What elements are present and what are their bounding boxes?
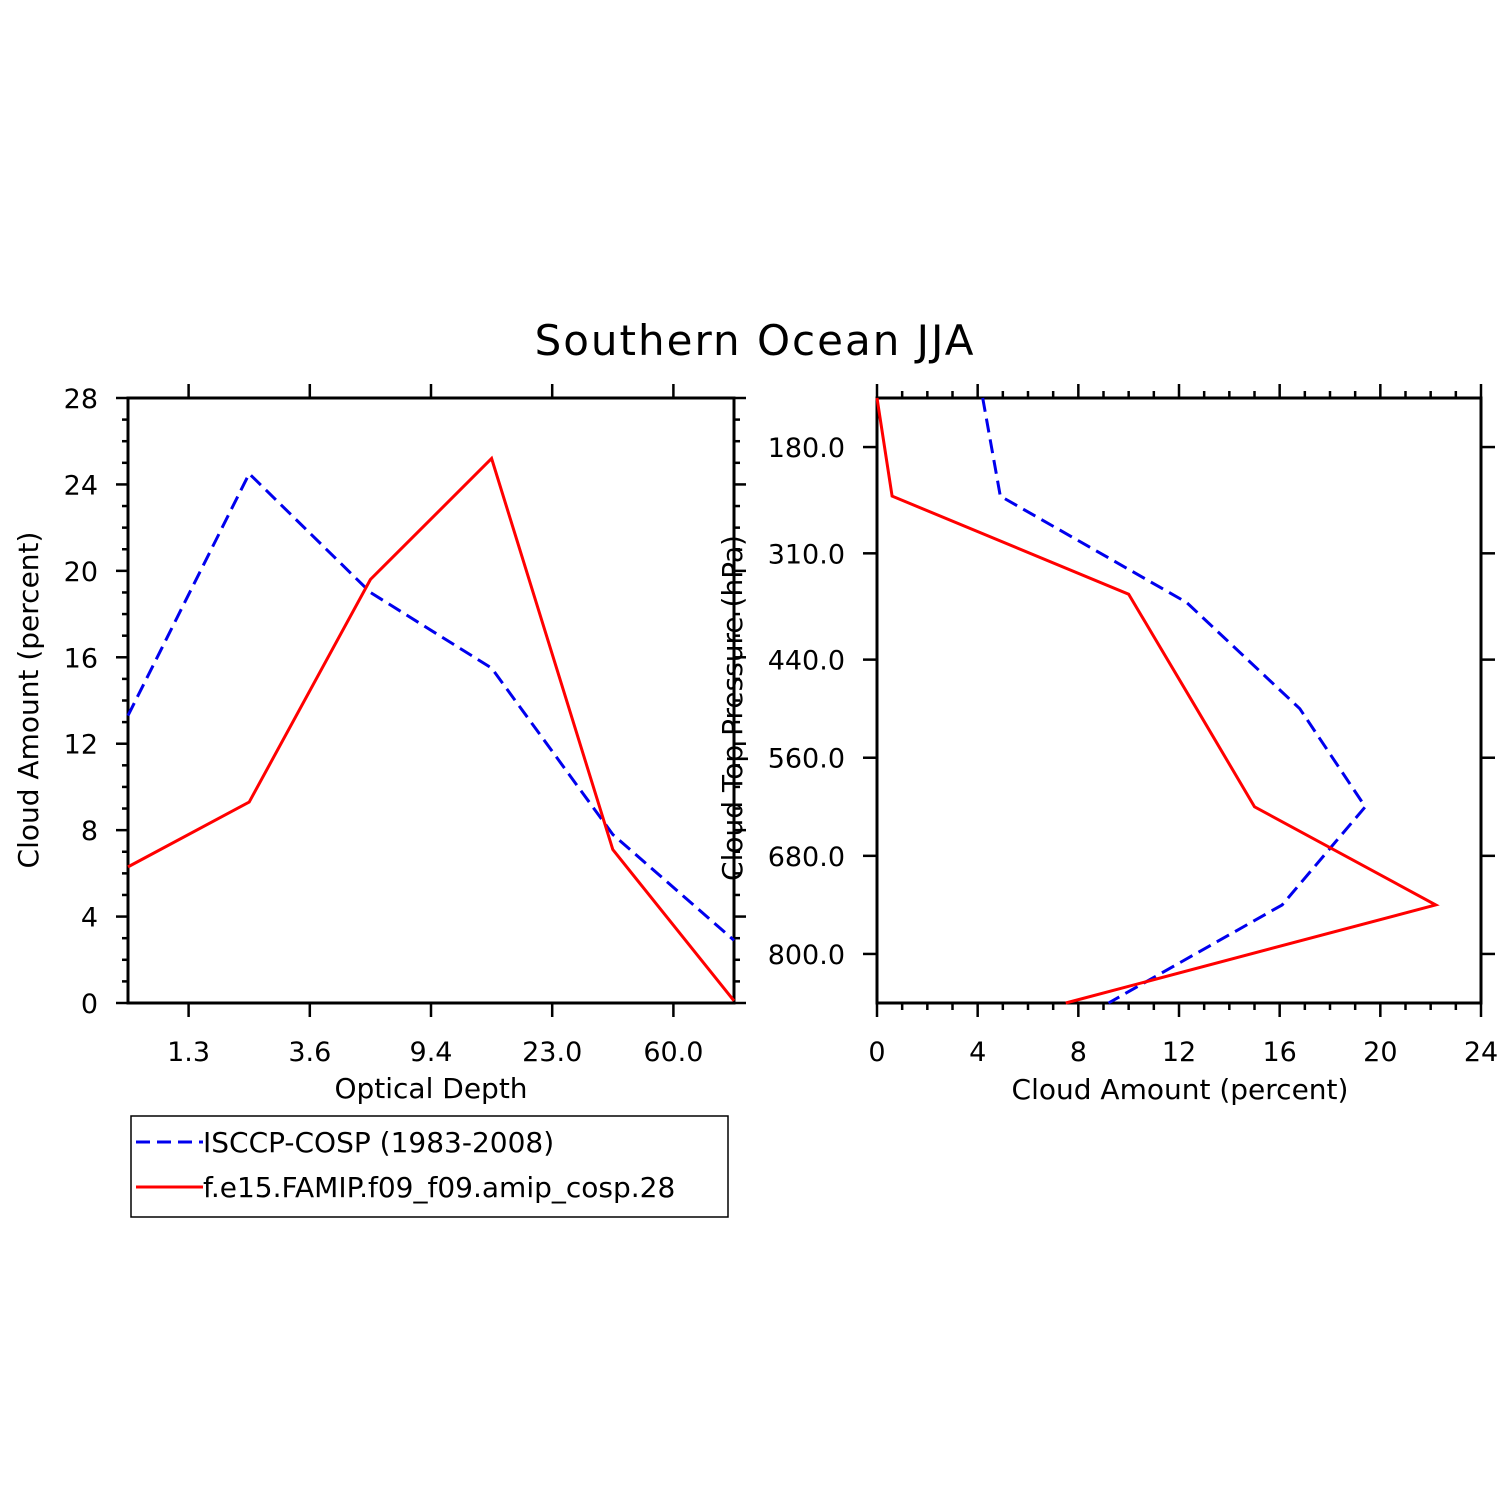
right-y-tick-label: 310.0 xyxy=(768,539,845,570)
left-x-tick-label: 1.3 xyxy=(167,1037,210,1068)
right-series xyxy=(875,397,1440,1005)
right-y-tick-label: 440.0 xyxy=(768,646,845,677)
right-x-tick-label: 8 xyxy=(1070,1037,1087,1068)
left-x-axis-title: Optical Depth xyxy=(334,1072,527,1105)
right-y-tick-label: 680.0 xyxy=(768,842,845,873)
left-x-tick-label: 3.6 xyxy=(288,1037,331,1068)
left-x-tick-label: 60.0 xyxy=(643,1037,703,1068)
left-y-tick-label: 20 xyxy=(64,557,98,588)
right-series-line-1 xyxy=(875,397,1440,1005)
left-plot-frame xyxy=(126,396,736,1005)
right-ticks: 0 4 8 12 16 20 24 180.0 310.0 440.0 560.0 680.0 800.… xyxy=(768,384,1498,1068)
right-x-tick-label: 0 xyxy=(868,1037,885,1068)
left-series-line-0 xyxy=(126,471,735,942)
right-y-axis-title: Cloud Top Pressure (hPa) xyxy=(716,535,749,881)
right-y-tick-label: 180.0 xyxy=(768,433,845,464)
left-y-tick-label: 0 xyxy=(81,989,98,1020)
legend-label-famip: f.e15.FAMIP.f09_f09.amip_cosp.28 xyxy=(203,1171,675,1204)
right-x-axis-title: Cloud Amount (percent) xyxy=(1012,1073,1349,1106)
left-y-tick-label: 24 xyxy=(64,470,98,501)
left-series xyxy=(126,455,736,1002)
left-y-tick-label: 4 xyxy=(81,903,98,934)
legend-label-isccp: ISCCP-COSP (1983-2008) xyxy=(203,1126,554,1159)
right-x-tick-label: 12 xyxy=(1162,1037,1196,1068)
left-y-tick-label: 8 xyxy=(81,816,98,847)
left-x-tick-label: 9.4 xyxy=(410,1037,453,1068)
left-series-line-1 xyxy=(127,455,736,1002)
right-x-tick-label: 4 xyxy=(969,1037,986,1068)
right-panel: 0 4 8 12 16 20 24 180.0 310.0 440.0 560.0 680.0 800.… xyxy=(716,384,1498,1106)
left-x-tick-label: 23.0 xyxy=(522,1037,582,1068)
left-y-tick-label: 28 xyxy=(64,384,98,415)
chart-title: Southern Ocean JJA xyxy=(535,316,976,365)
right-x-tick-label: 16 xyxy=(1262,1037,1296,1068)
left-y-tick-label: 12 xyxy=(64,730,98,761)
right-series-line-0 xyxy=(981,397,1368,1005)
right-x-tick-label: 20 xyxy=(1363,1037,1397,1068)
left-y-axis-title: Cloud Amount (percent) xyxy=(12,532,45,869)
left-panel: 0 4 8 12 16 20 24 28 1.3 3.6 9.4 23.0 60.0 Optical D… xyxy=(12,384,746,1105)
right-y-tick-label: 800.0 xyxy=(768,940,845,971)
right-plot-frame xyxy=(875,396,1483,1005)
right-x-tick-label: 24 xyxy=(1464,1037,1498,1068)
right-y-tick-label: 560.0 xyxy=(768,744,845,775)
left-y-tick-label: 16 xyxy=(64,643,98,674)
legend-box xyxy=(130,1115,729,1218)
legend: ISCCP-COSP (1983-2008) f.e15.FAMIP.f09_f… xyxy=(130,1115,729,1218)
left-ticks: 0 4 8 12 16 20 24 28 1.3 3.6 9.4 23.0 60.0 xyxy=(64,384,746,1068)
